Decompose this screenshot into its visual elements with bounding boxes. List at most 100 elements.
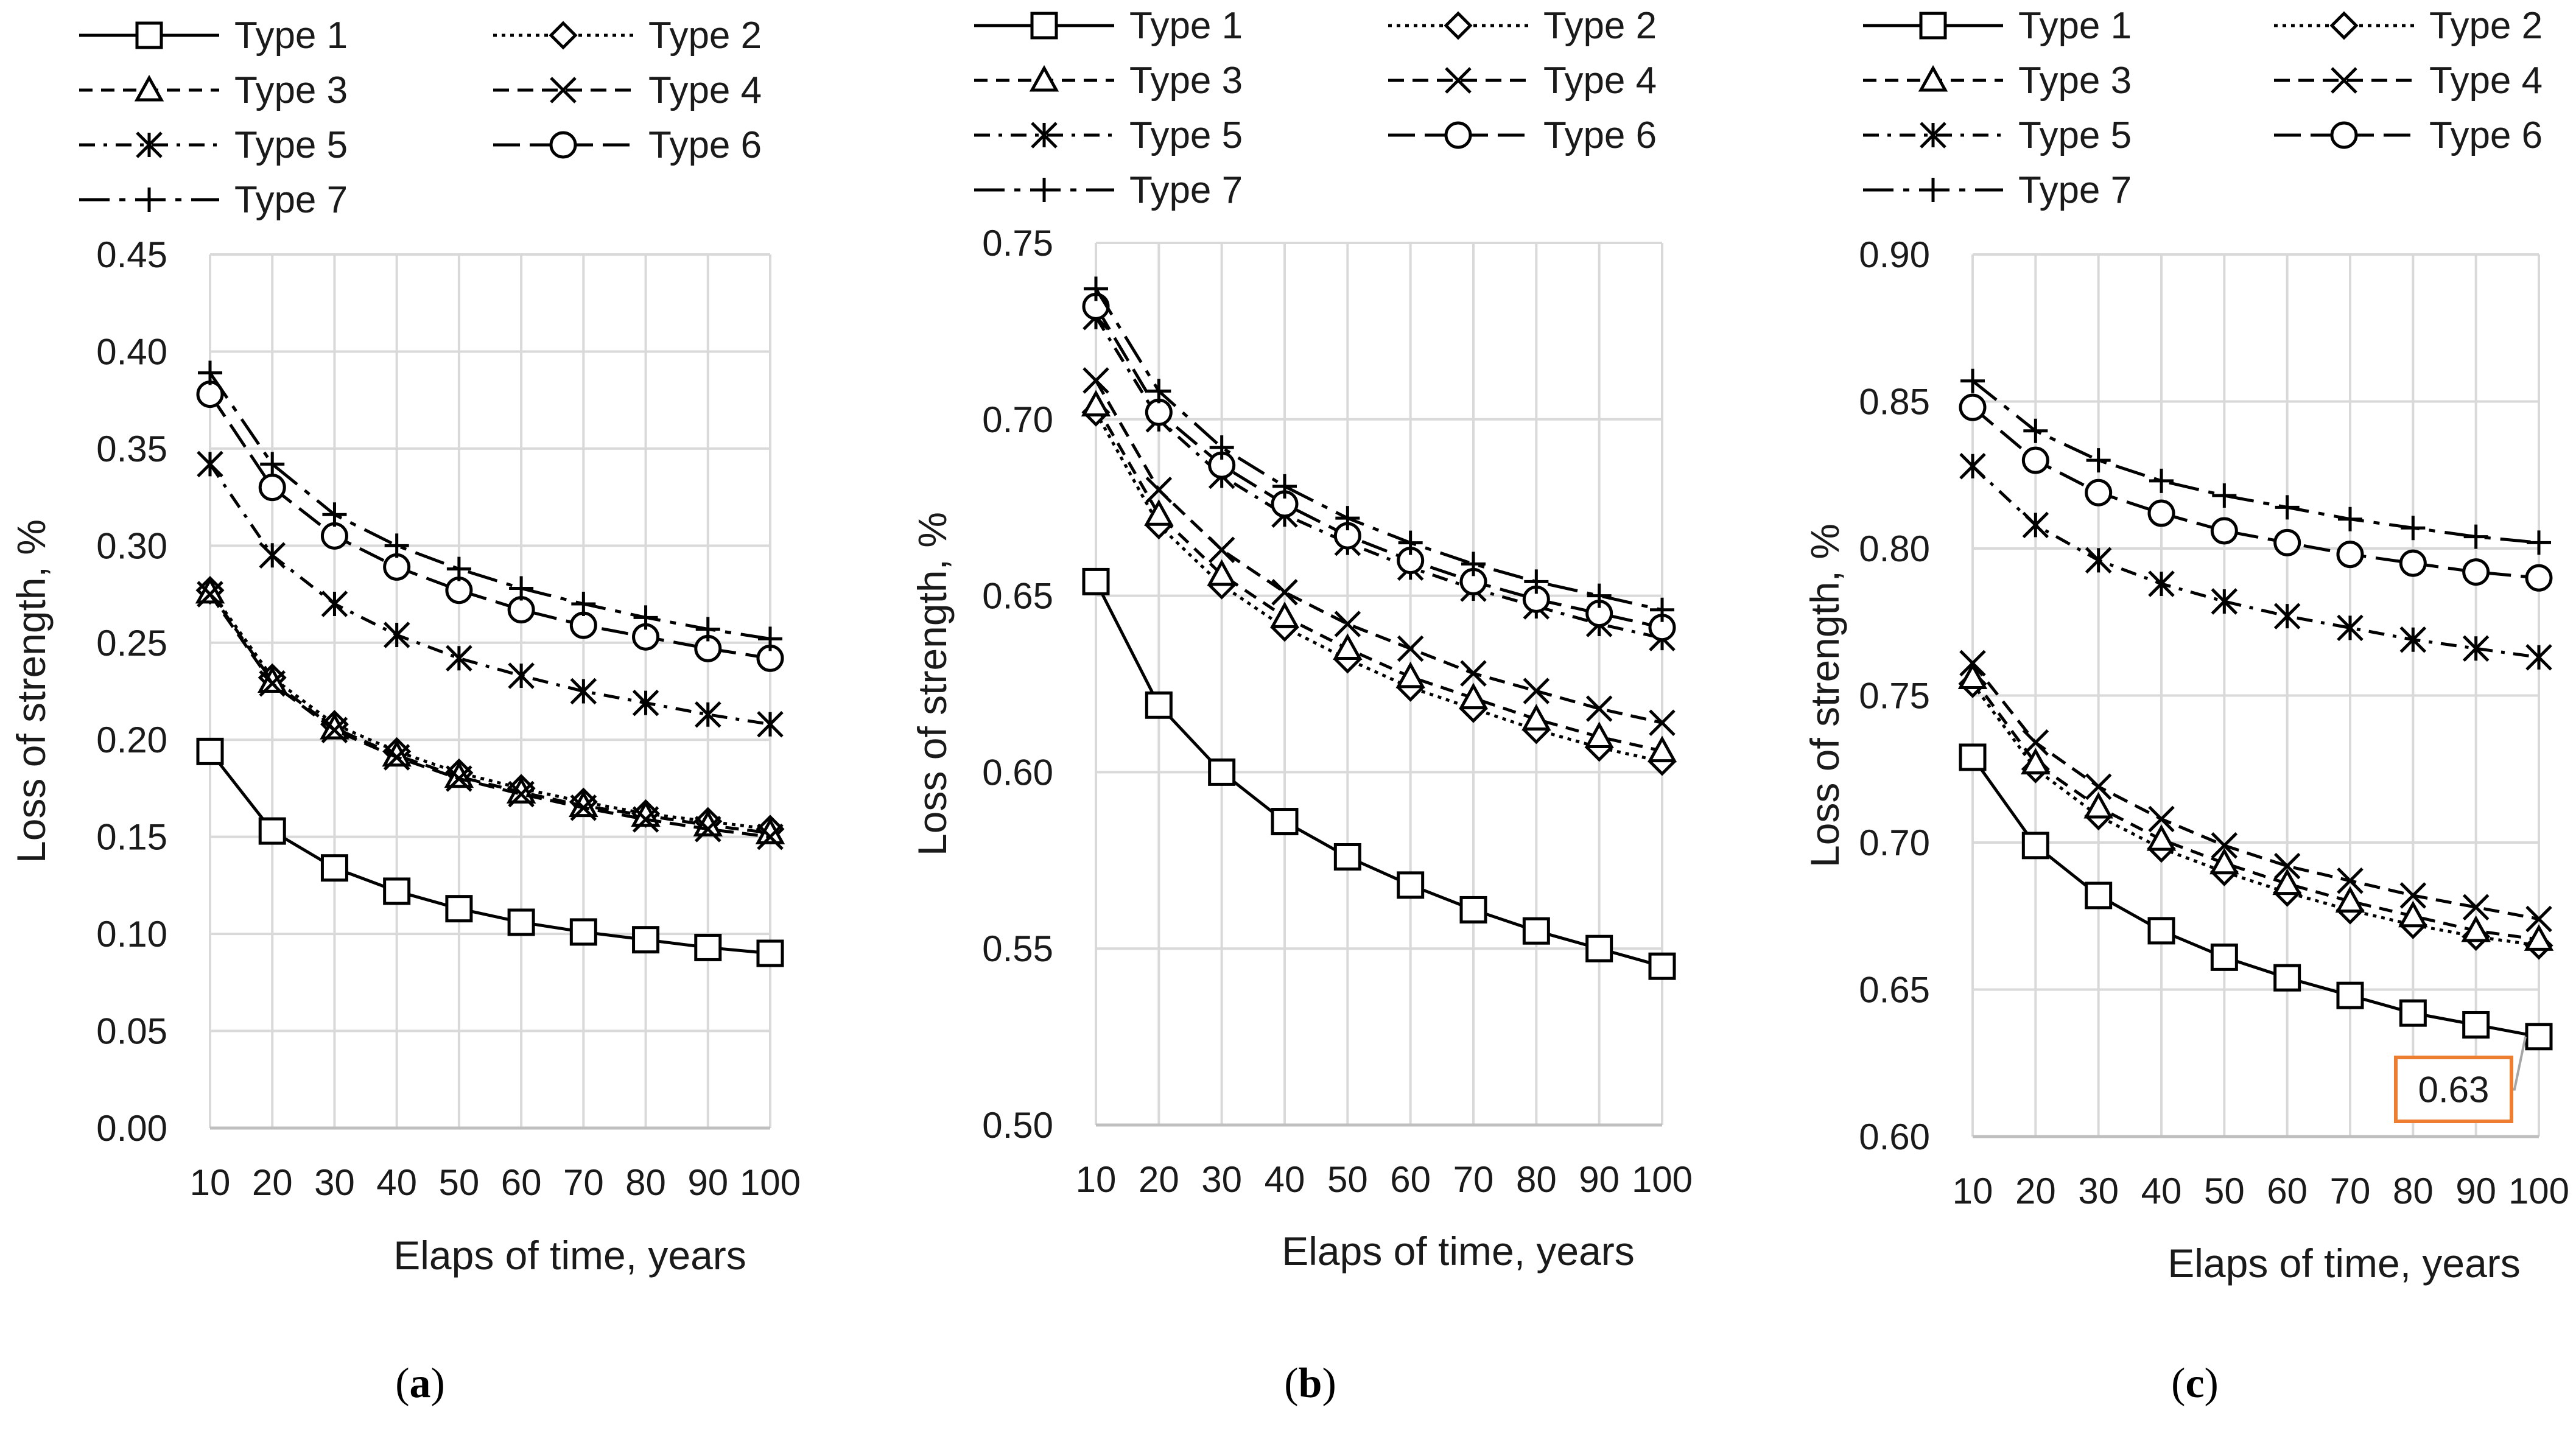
legend-marker <box>1031 122 1058 149</box>
legend-item: Type 4 <box>2274 60 2543 102</box>
legend-marker <box>2330 121 2358 149</box>
x-tick-label: 10 <box>1953 1171 1993 1211</box>
data-point <box>1207 559 1237 586</box>
series-type-6 <box>1959 393 2553 592</box>
series-type-1 <box>196 737 784 967</box>
data-point <box>1524 569 1549 594</box>
series-line <box>208 593 771 839</box>
data-point <box>1959 393 1987 421</box>
data-point <box>1585 695 1613 722</box>
data-point <box>383 622 410 648</box>
chart-panel-c: 0.60 0.65 0.70 0.75 0.80 0.85 0.90 10 20 30 40 50 60… <box>1802 5 2569 1407</box>
data-point <box>197 581 223 608</box>
series-type-4 <box>197 581 784 850</box>
data-point <box>1209 435 1234 460</box>
data-point <box>1084 276 1108 301</box>
data-point <box>259 542 286 569</box>
legend-label: Type 5 <box>234 124 348 166</box>
x-tick-label: 60 <box>501 1162 542 1203</box>
series-line <box>1971 379 2539 544</box>
data-point <box>445 577 473 605</box>
legend-marker <box>2329 11 2359 40</box>
data-point <box>2401 516 2426 541</box>
series-type-3 <box>1081 390 1677 763</box>
data-point <box>2525 564 2553 592</box>
y-tick-label: 0.65 <box>982 576 1053 617</box>
legend-marker <box>1029 65 1059 92</box>
data-point <box>507 596 535 624</box>
series-type-5 <box>1083 303 1676 651</box>
data-point <box>446 556 471 581</box>
legend-marker <box>1918 65 1948 92</box>
legend: Type 1 Type 2 Type 3 Type 4 Type 5 Type 6 Type… <box>974 5 1657 211</box>
data-point <box>2085 881 2113 910</box>
data-point <box>508 662 535 689</box>
grid <box>1095 242 1663 1127</box>
series-line <box>1971 662 2539 921</box>
series-line <box>208 372 771 640</box>
y-tick-label: 0.55 <box>982 928 1053 969</box>
data-point <box>257 666 287 693</box>
data-point <box>1522 917 1550 945</box>
legend-label: Type 4 <box>1543 60 1657 102</box>
x-tick-label: 80 <box>625 1162 666 1203</box>
data-point <box>1461 552 1486 577</box>
legend-marker <box>550 77 577 103</box>
y-tick-label: 0.75 <box>982 223 1053 264</box>
x-tick-label: 30 <box>314 1162 355 1203</box>
data-point <box>632 689 659 717</box>
data-point <box>445 895 473 923</box>
y-tick-label: 0.25 <box>96 623 167 664</box>
x-tick-label: 60 <box>1390 1159 1431 1200</box>
x-tick-label: 50 <box>439 1162 480 1203</box>
legend-item: Type 6 <box>493 124 762 166</box>
y-tick-label: 0.65 <box>1859 970 1930 1011</box>
data-point <box>258 474 286 502</box>
data-point <box>756 939 784 967</box>
x-tick-label: 50 <box>2204 1171 2245 1211</box>
data-point <box>2463 524 2488 549</box>
data-point <box>1459 896 1487 924</box>
series-type-2 <box>1958 669 2553 960</box>
data-point <box>2023 418 2048 443</box>
data-point <box>2399 882 2427 909</box>
x-axis-title: Elaps of time, years <box>393 1233 746 1278</box>
y-tick-label: 0.05 <box>96 1011 167 1052</box>
legend-marker <box>1921 178 1945 202</box>
data-point <box>1271 808 1299 836</box>
data-point <box>1397 871 1425 899</box>
legend-marker <box>134 74 164 102</box>
x-tick-label: 100 <box>740 1162 801 1203</box>
legend-label: Type 3 <box>234 69 348 111</box>
y-axis-title: Loss of strength, % <box>910 512 955 856</box>
data-point <box>695 816 721 843</box>
x-tick-label: 70 <box>1453 1159 1494 1200</box>
data-point <box>2021 446 2049 474</box>
legend-label: Type 2 <box>648 15 762 57</box>
data-point <box>258 817 286 845</box>
series-line <box>1971 406 2539 580</box>
x-tick-label: 90 <box>2455 1171 2496 1211</box>
data-point <box>1649 709 1676 737</box>
data-point <box>2336 541 2364 569</box>
x-tick-label: 90 <box>1579 1159 1620 1200</box>
data-point <box>195 577 225 604</box>
y-tick-label: 0.35 <box>96 429 167 469</box>
series-line <box>209 750 771 955</box>
series-type-7 <box>1960 368 2551 555</box>
data-point <box>571 592 596 616</box>
series-line <box>1094 411 1663 763</box>
legend: Type 1 Type 2 Type 3 Type 4 Type 5 Type 6 Type… <box>79 15 762 221</box>
data-point <box>632 926 660 954</box>
series-type-7 <box>1084 276 1674 622</box>
data-point <box>259 670 286 697</box>
data-point <box>1648 952 1676 980</box>
x-tick-label: 30 <box>1201 1159 1242 1200</box>
data-point <box>2272 868 2302 896</box>
data-point <box>758 626 782 651</box>
legend-label: Type 5 <box>1129 114 1243 156</box>
data-point <box>2146 824 2177 851</box>
data-point <box>446 765 472 792</box>
data-point <box>2461 915 2491 942</box>
legend-marker <box>1445 67 1472 94</box>
